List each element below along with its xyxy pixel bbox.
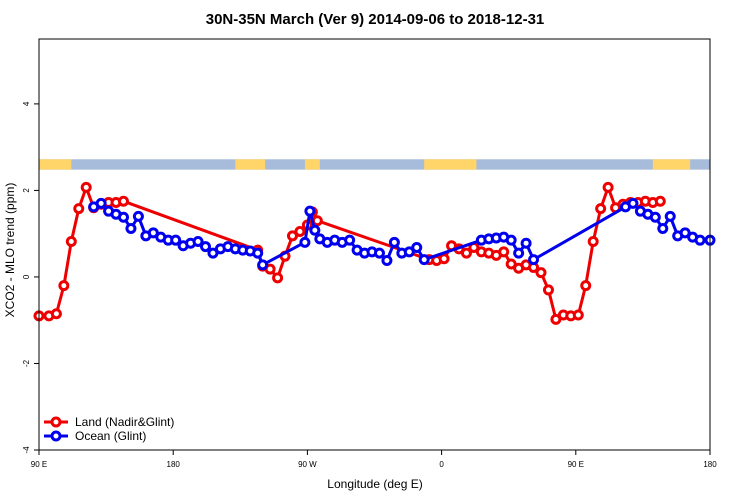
x-tick-label-4: 90 E [568,460,584,469]
chart-title: 30N-35N March (Ver 9) 2014-09-06 to 2018… [206,11,545,28]
series-1-point-35 [373,247,385,259]
land-strip-2 [304,159,320,170]
x-tick-label-2: 90 W [298,460,317,469]
series-1-point-55 [657,222,669,234]
series-1-point-37 [388,236,400,248]
series-1-point-60 [694,234,706,246]
series-0-point-2 [50,308,62,320]
series-0-point-42 [572,309,584,321]
series-1-point-31 [344,234,356,246]
series-1-point-56 [664,210,676,222]
ocean-strip [39,159,710,170]
series-1-point-1 [95,197,107,209]
series-1-point-11 [170,234,182,246]
series-0-point-32 [498,246,510,258]
series-1-point-6 [132,210,144,222]
y-axis-label: XCO2 - MLO trend (ppm) [3,183,17,318]
x-tick-label-1: 180 [167,460,181,469]
legend-marker-1 [50,430,62,442]
land-strip-1 [235,159,266,170]
series-1-point-22 [252,247,264,259]
series-1-point-51 [627,197,639,209]
series-0 [33,181,666,325]
series-0-point-18 [294,226,306,238]
series-1-point-4 [117,211,129,223]
series-layer [33,181,716,325]
series-1-point-26 [309,224,321,236]
series-0-point-3 [58,280,70,292]
series-0-point-45 [595,203,607,215]
x-tick-label-5: 180 [703,460,717,469]
y-tick-label-3: 2 [22,188,31,193]
series-1-point-49 [528,254,540,266]
series-1-point-48 [520,237,532,249]
series-0-point-24 [438,253,450,265]
y-tick-label-4: 4 [22,101,31,106]
y-tick-label-1: -2 [22,359,31,367]
surface-mask [39,159,710,170]
series-1-point-16 [207,247,219,259]
series-0-point-44 [587,235,599,247]
series-0-point-53 [654,195,666,207]
series-1-point-23 [257,259,269,271]
series-1-point-14 [192,235,204,247]
series-1-point-8 [147,227,159,239]
series-0-point-38 [542,284,554,296]
series-line-0 [39,185,661,321]
series-0-point-27 [460,247,472,259]
series-1-point-39 [403,246,415,258]
land-strip-3 [424,159,477,170]
legend-label-1: Ocean (Glint) [75,429,146,443]
series-0-point-6 [80,181,92,193]
series-1-point-25 [304,205,316,217]
series-1 [88,197,716,271]
series-0-point-17 [286,230,298,242]
series-0-point-14 [264,263,276,275]
series-0-point-46 [602,181,614,193]
series-1-point-5 [125,222,137,234]
series-1-point-54 [649,211,661,223]
series-0-point-37 [535,267,547,279]
land-strip-4 [652,159,691,170]
x-axis-label: Longitude (deg E) [327,477,422,491]
series-1-point-46 [505,234,517,246]
y-tick-label-2: 0 [22,274,31,279]
series-1-point-36 [381,255,393,267]
series-1-point-24 [299,236,311,248]
x-tick-label-3: 0 [439,460,444,469]
series-0-point-15 [272,272,284,284]
land-strip-0 [39,159,72,170]
series-1-point-47 [513,247,525,259]
series-0-point-43 [580,280,592,292]
series-0-point-39 [550,313,562,325]
legend-marker-0 [50,416,62,428]
series-0-point-5 [73,203,85,215]
x-tick-label-0: 90 E [31,460,47,469]
plot-frame [38,38,711,451]
series-0-point-4 [65,235,77,247]
y-tick-label-0: -4 [22,446,31,454]
axes: 90 E 180 90 W 0 90 E 180 -4 -2 0 2 4 [22,101,717,469]
series-1-point-15 [200,241,212,253]
series-1-point-40 [411,242,423,254]
series-1-point-41 [418,254,430,266]
legend-label-0: Land (Nadir&Glint) [75,415,174,429]
series-0-point-11 [117,195,129,207]
series-0-point-33 [505,258,517,270]
legend: Land (Nadir&Glint)Ocean (Glint) [44,415,174,443]
series-1-point-58 [679,227,691,239]
